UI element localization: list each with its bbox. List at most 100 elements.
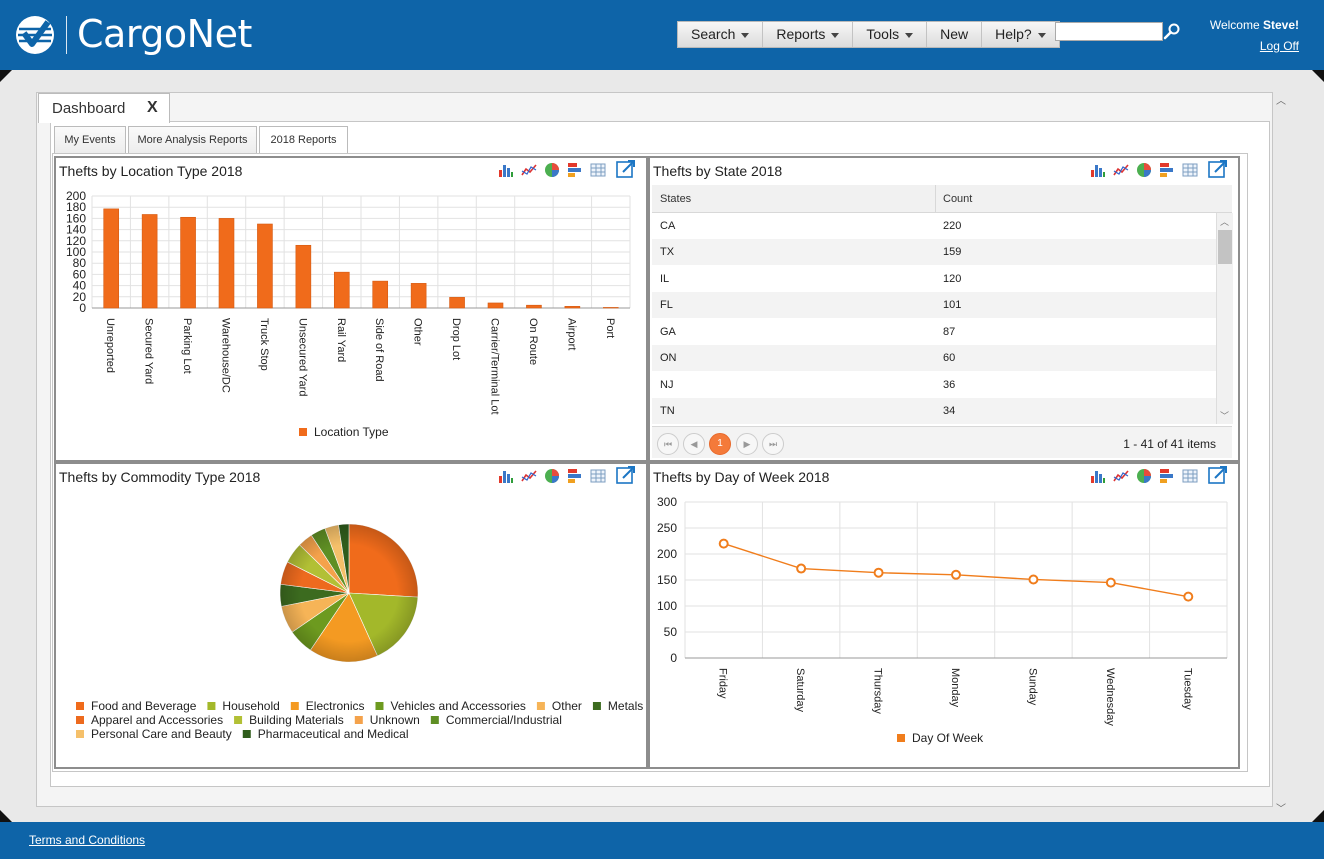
corner-marker (1312, 70, 1324, 82)
menu-tools[interactable]: Tools (853, 22, 928, 47)
state-cell: ON (660, 352, 677, 364)
grid-scrollbar[interactable]: ︿ ﹀ (1216, 213, 1233, 424)
data-point (1105, 577, 1116, 588)
stacked-bar-icon[interactable] (1159, 162, 1175, 178)
state-cell: TX (660, 246, 675, 258)
menu-help[interactable]: Help? (982, 22, 1059, 47)
table-grid-icon[interactable] (1182, 162, 1198, 178)
terms-link[interactable]: Terms and Conditions (29, 833, 146, 847)
pie-chart-icon[interactable] (1136, 162, 1152, 178)
legend-label: Household (222, 699, 279, 713)
line-chart-icon[interactable] (521, 468, 537, 484)
count-cell: 60 (943, 352, 956, 364)
menu-reports[interactable]: Reports (763, 22, 854, 47)
logo-divider (66, 16, 67, 54)
legend-marker (430, 716, 439, 724)
menu-search[interactable]: Search (678, 22, 764, 47)
bar (180, 216, 196, 309)
subtab-2018-reports[interactable]: 2018 Reports (259, 126, 348, 156)
bar-chart-icon[interactable] (1090, 468, 1106, 484)
bar-chart-icon[interactable] (1090, 162, 1106, 178)
x-tick-label: Tuesday (1181, 668, 1193, 710)
x-tick-label: Wednesday (1104, 668, 1116, 726)
count-cell: 120 (943, 273, 962, 285)
data-point (873, 567, 884, 578)
table-grid-icon[interactable] (590, 468, 606, 484)
legend-label: Pharmaceutical and Medical (258, 727, 409, 741)
close-tab-button[interactable]: X (147, 99, 158, 116)
stacked-bar-icon[interactable] (1159, 468, 1175, 484)
table-row[interactable]: TX 159 (652, 239, 1216, 265)
y-tick-label: 50 (664, 625, 678, 639)
legend-marker (290, 702, 299, 710)
stacked-bar-icon[interactable] (567, 162, 583, 178)
day-of-week-line-chart: 0 50 100 150 200 250 300 Friday Saturday Thursday… (657, 495, 1228, 745)
line-chart-icon[interactable] (1113, 468, 1129, 484)
subtab-more-analysis-reports[interactable]: More Analysis Reports (128, 126, 257, 154)
y-tick-label: 100 (66, 245, 86, 259)
expand-window-icon[interactable] (616, 159, 636, 179)
x-tick-label: Monday (949, 668, 961, 708)
data-point (1028, 574, 1039, 585)
scroll-down-icon[interactable]: ﹀ (1220, 411, 1230, 421)
page-scroll-down-icon[interactable]: ﹀ (1276, 804, 1286, 815)
line-chart-icon[interactable] (1113, 162, 1129, 178)
header-search-input[interactable] (1055, 22, 1163, 41)
x-tick-label: Rail Yard (335, 318, 347, 362)
legend-label: Apparel and Accessories (91, 713, 223, 727)
line-chart-icon[interactable] (521, 162, 537, 178)
table-row[interactable]: FL 101 (652, 292, 1216, 318)
first-page-icon[interactable]: ⏮ (657, 433, 679, 455)
page-scroll-up-icon[interactable]: ︿ (1276, 96, 1286, 107)
expand-window-icon[interactable] (1208, 465, 1228, 485)
y-tick-label: 140 (66, 223, 86, 237)
grid-header-cell[interactable] (652, 185, 936, 212)
menu-new[interactable]: New (927, 22, 983, 47)
subtab-my-events[interactable]: My Events (54, 126, 126, 154)
table-grid-icon[interactable] (590, 162, 606, 178)
search-icon[interactable] (1163, 22, 1181, 40)
y-tick-label: 0 (670, 651, 677, 665)
menu-search-label: Search (691, 26, 736, 42)
data-point (951, 569, 961, 580)
pie-chart-icon[interactable] (544, 468, 560, 484)
y-tick-label: 20 (73, 290, 87, 304)
count-cell: 101 (943, 299, 962, 311)
brand-name: CargoNet (77, 12, 252, 56)
legend-label: Personal Care and Beauty (91, 727, 232, 741)
bar-chart-icon[interactable] (498, 468, 514, 484)
x-tick-label: Friday (717, 668, 729, 699)
pie-chart-icon[interactable] (544, 162, 560, 178)
pie-chart-icon[interactable] (1136, 468, 1152, 484)
panel-title: Thefts by Commodity Type 2018 (59, 469, 261, 485)
page-number-current[interactable]: 1 (709, 433, 731, 455)
y-tick-label: 120 (66, 234, 86, 248)
next-page-icon[interactable]: ▶ (736, 433, 758, 455)
tab-dashboard[interactable]: Dashboard X (38, 93, 170, 123)
table-row[interactable]: IL 120 (652, 266, 1216, 292)
previous-page-icon[interactable]: ◀ (683, 433, 705, 455)
column-header-count[interactable]: Count (943, 193, 973, 205)
table-grid-icon[interactable] (1182, 468, 1198, 484)
last-page-icon[interactable]: ⏭ (762, 433, 784, 455)
state-cell: IL (660, 273, 670, 285)
legend-marker (242, 730, 251, 738)
logoff-link[interactable]: Log Off (1259, 39, 1299, 53)
table-row[interactable]: TN 34 (652, 398, 1216, 424)
table-row[interactable]: NJ 36 (652, 372, 1216, 398)
stacked-bar-icon[interactable] (567, 468, 583, 484)
expand-window-icon[interactable] (616, 465, 636, 485)
panel-title: Thefts by Location Type 2018 (59, 163, 243, 179)
table-row[interactable]: CA 220 (652, 213, 1216, 239)
bar-chart-icon[interactable] (498, 162, 514, 178)
scroll-up-icon[interactable]: ︿ (1220, 217, 1230, 227)
table-row[interactable]: ON 60 (652, 345, 1216, 371)
x-tick-label: Airport (565, 318, 577, 350)
scrollbar-thumb[interactable] (1218, 230, 1232, 264)
expand-window-icon[interactable] (1208, 159, 1228, 179)
column-header-states[interactable]: States (660, 193, 692, 205)
legend-label: Vehicles and Accessories (390, 699, 525, 713)
table-row[interactable]: GA 87 (652, 319, 1216, 345)
x-tick-label: Drop Lot (450, 318, 462, 360)
bar (487, 302, 504, 309)
